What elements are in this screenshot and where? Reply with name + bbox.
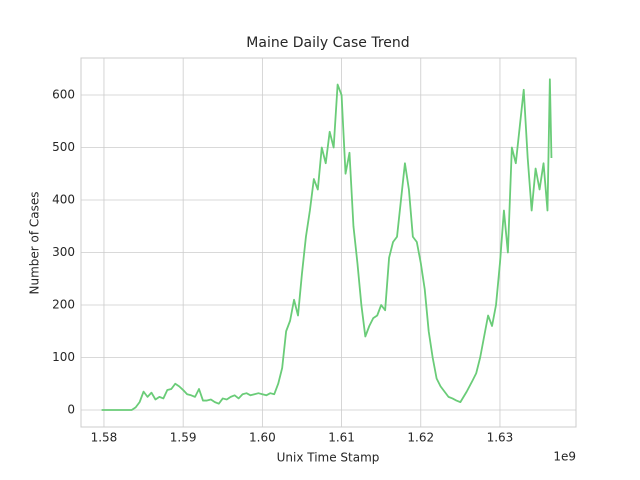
y-tick-label: 300 xyxy=(52,245,75,259)
x-tick-label: 1.60 xyxy=(249,431,276,445)
chart-title: Maine Daily Case Trend xyxy=(246,35,409,51)
x-tick-label: 1.59 xyxy=(170,431,197,445)
x-tick-label: 1.61 xyxy=(328,431,355,445)
y-tick-label: 200 xyxy=(52,297,75,311)
x-tick-label: 1.63 xyxy=(487,431,514,445)
y-tick-label: 400 xyxy=(52,193,75,207)
y-tick-label: 500 xyxy=(52,140,75,154)
plot-frame xyxy=(80,57,577,428)
x-tick-label: 1.58 xyxy=(91,431,118,445)
y-tick-label: 0 xyxy=(67,402,75,416)
y-axis-label: Number of Cases xyxy=(28,191,42,294)
data-line xyxy=(101,78,553,411)
x-tick-label: 1.62 xyxy=(407,431,434,445)
x-offset-label: 1e9 xyxy=(553,450,576,464)
y-tick-label: 600 xyxy=(52,88,75,102)
x-axis-label: Unix Time Stamp xyxy=(277,451,380,465)
y-tick-label: 100 xyxy=(52,350,75,364)
